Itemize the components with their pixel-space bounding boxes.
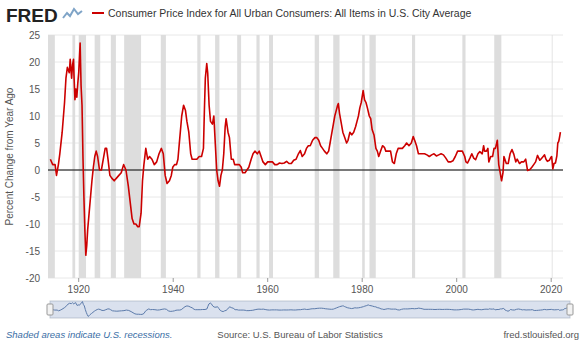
website: fred.stlouisfed.org (503, 329, 579, 340)
chart-root: FRED Consumer Price Index for All Urban C… (0, 0, 585, 350)
recession-band (237, 35, 241, 278)
navigator-handle[interactable] (567, 304, 573, 315)
y-tick-label: 20 (29, 57, 41, 68)
legend-swatch (92, 12, 104, 14)
x-tick (78, 278, 79, 282)
x-tick (456, 278, 457, 282)
recession-band (256, 35, 259, 278)
recession-band (124, 35, 141, 278)
recession-band (369, 35, 375, 278)
navigator-frame (50, 301, 570, 318)
plot-area (48, 35, 563, 278)
y-grid (48, 35, 563, 278)
x-tick-label: 1960 (257, 284, 280, 295)
recession-band (412, 35, 415, 278)
x-tick-label: 1980 (351, 284, 374, 295)
recession-band (362, 35, 365, 278)
y-tick-label: -15 (26, 246, 41, 257)
x-tick-label: 2020 (540, 284, 563, 295)
recession-band (333, 35, 339, 278)
x-tick (173, 278, 174, 282)
background (0, 0, 585, 350)
x-tick (267, 278, 268, 282)
logo: FRED (6, 5, 58, 26)
y-tick-label: -10 (26, 219, 41, 230)
source: Source: U.S. Bureau of Labor Statistics (217, 329, 383, 340)
y-tick-label: 0 (34, 165, 40, 176)
navigator-handle[interactable] (47, 304, 53, 315)
y-tick-label: -20 (26, 273, 41, 284)
x-tick-label: 2000 (446, 284, 469, 295)
legend: Consumer Price Index for All Urban Consu… (92, 7, 472, 19)
navigator (47, 301, 573, 318)
recession-band (48, 35, 55, 278)
y-tick-label: 10 (29, 111, 41, 122)
recession-band (111, 35, 116, 278)
y-tick-label: 5 (34, 138, 40, 149)
y-tick-label: -5 (31, 192, 40, 203)
recession-band (269, 35, 273, 278)
recession-band (315, 35, 319, 278)
series-line (50, 43, 560, 255)
x-tick-label: 1940 (162, 284, 185, 295)
y-axis-label: Percent Change from Year Ago (4, 87, 15, 225)
logo-icon (63, 9, 82, 18)
legend-label: Consumer Price Index for All Urban Consu… (108, 7, 472, 19)
x-tick (362, 278, 363, 282)
y-tick-label: 25 (29, 30, 41, 41)
y-tick-label: 15 (29, 84, 41, 95)
navigator-selection (50, 301, 570, 318)
x-tick-label: 1920 (68, 284, 91, 295)
note: Shaded areas indicate U.S. recessions. (6, 329, 172, 340)
chart: FRED Consumer Price Index for All Urban C… (0, 0, 585, 350)
x-tick (551, 278, 552, 282)
